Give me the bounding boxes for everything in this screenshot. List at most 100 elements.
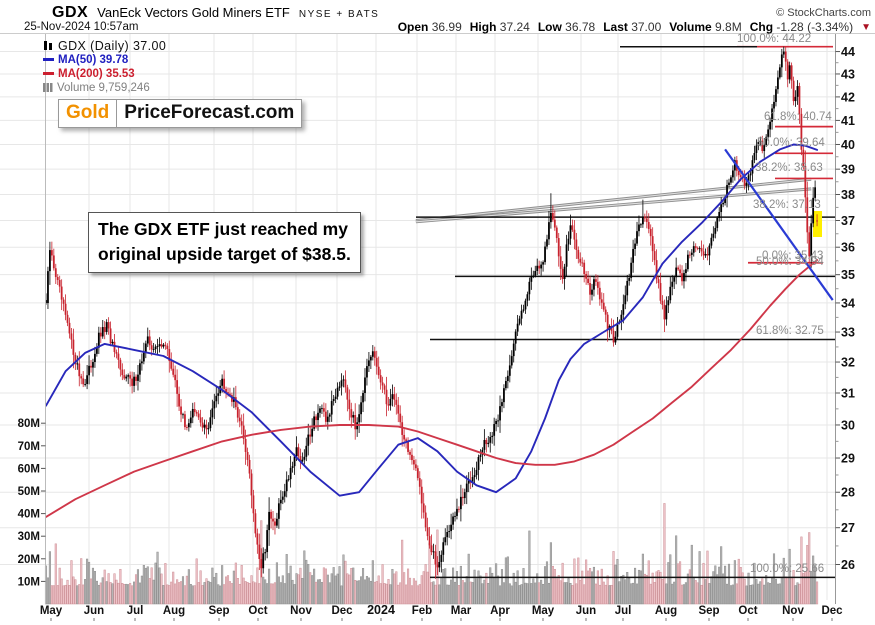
month-axis-label: 2024 (367, 603, 395, 617)
instrument-name: VanEck Vectors Gold Miners ETF (97, 5, 290, 20)
moving-averages (45, 143, 819, 518)
blue-trendline (724, 148, 834, 301)
month-axis-label: Dec (821, 605, 843, 617)
fib-level-label: 100.0%: 44.22 (737, 33, 811, 45)
exchange-label: NYSE + BATS (298, 9, 380, 20)
candlestick-icon (43, 40, 54, 51)
month-axis-label: Aug (655, 605, 677, 617)
goldpriceforecast-logo: Gold PriceForecast.com (58, 99, 303, 128)
legend-volume-row: Volume 9,759,246 (43, 81, 166, 94)
price-axis-label: 27 (841, 521, 855, 535)
legend-ma200-row: MA(200) 35.53 (43, 67, 166, 80)
month-axis-label: Dec (331, 605, 353, 617)
price-axis-label: 29 (841, 452, 855, 466)
quote-item-low: Low 36.78 (537, 20, 596, 34)
stockcharts-credit: © StockCharts.com (776, 7, 871, 19)
price-axis-label: 28 (841, 486, 855, 500)
price-axis-label: 35 (841, 268, 855, 282)
legend-series-row: GDX (Daily) 37.00 (43, 38, 167, 53)
fib-level-label: 61.8%: 32.75 (756, 325, 824, 337)
chart-legend: GDX (Daily) 37.00 MA(50) 39.78 MA(200) 3… (43, 39, 166, 94)
price-axis-label: 40 (841, 138, 855, 152)
month-axis-label: May (40, 605, 63, 617)
price-axis-label: 36 (841, 241, 855, 255)
month-axis-label: Jul (615, 605, 632, 617)
fibonacci-lines (416, 45, 835, 579)
month-axis-label: Nov (782, 605, 804, 617)
quote-datetime: 25-Nov-2024 10:57am (24, 21, 139, 33)
fib-level-label: 38.2%: 38.63 (755, 162, 823, 174)
ohlc-quote-bar: Open 36.99 High 37.24 Low 36.78 Last 37.00 V… (398, 20, 871, 34)
price-axis-label: 41 (841, 114, 855, 128)
ma200-line-icon (43, 72, 54, 75)
candlesticks (45, 46, 818, 579)
month-axis-label: Nov (290, 605, 312, 617)
volume-axis-label: 10M (18, 576, 40, 588)
volume-axis-label: 70M (18, 441, 40, 453)
legend-volume-label: Volume 9,759,246 (57, 81, 150, 94)
price-axis-label: 43 (841, 67, 855, 81)
ma50-line-icon (43, 58, 54, 61)
month-axis-label: Aug (163, 605, 185, 617)
price-axis-label: 38 (841, 188, 855, 202)
legend-series-label: GDX (Daily) 37.00 (58, 38, 167, 53)
month-axis-label: Oct (248, 605, 267, 617)
fib-level-label: 50.0%: 39.64 (757, 137, 825, 149)
legend-ma50-row: MA(50) 39.78 (43, 53, 166, 66)
quote-item-chg: Chg -1.28 (-3.34%) (749, 20, 854, 34)
volume-bars (44, 503, 819, 605)
legend-ma50-label: MA(50) 39.78 (58, 53, 129, 66)
annotation-callout: The GDX ETF just reached my original ups… (88, 212, 361, 273)
price-axis-label: 26 (841, 558, 855, 572)
fib-level-label: 0.0%: 35.43 (762, 250, 823, 262)
volume-axis-label: 40M (18, 509, 40, 521)
month-axis-label: Jul (127, 605, 144, 617)
fib-level-label: 61.8%: 40.74 (764, 111, 832, 123)
price-axis-label: 31 (841, 387, 855, 401)
annotation-line1: The GDX ETF just reached my (98, 219, 348, 239)
volume-bars-icon (43, 83, 53, 92)
month-axis-label: Sep (208, 605, 229, 617)
logo-priceforecast-text: PriceForecast.com (116, 99, 303, 128)
quote-item-last: Last 37.00 (603, 20, 662, 34)
page-title: GDX VanEck Vectors Gold Miners ETF NYSE … (52, 4, 379, 22)
price-axis-label: 34 (841, 296, 855, 310)
month-axis-label: Oct (738, 605, 757, 617)
price-axis-label: 42 (841, 90, 855, 104)
month-axis-label: Jun (84, 605, 104, 617)
price-axis-label: 37 (841, 214, 855, 228)
axes: 44 43 42 41 40 39 38 37 36 35 34 33 32 31 30 29 28 27 26 80… (18, 34, 855, 621)
month-axis-label: Mar (451, 605, 472, 617)
volume-axis-label: 80M (18, 418, 40, 430)
quote-item-high: High 37.24 (469, 20, 530, 34)
logo-gold-text: Gold (58, 99, 118, 128)
price-axis-label: 30 (841, 418, 855, 432)
fibonacci-labels: 100.0%: 44.22 61.8%: 40.74 50.0%: 39.64 38.… (737, 33, 832, 575)
volume-axis-label: 50M (18, 486, 40, 498)
month-axis-label: May (532, 605, 555, 617)
change-down-triangle-icon: ▼ (861, 21, 871, 33)
ticker-symbol: GDX (52, 4, 89, 21)
fib-level-label: 100.0%: 25.66 (750, 563, 824, 575)
volume-axis-label: 20M (18, 554, 40, 566)
month-axis-label: Jun (576, 605, 596, 617)
month-axis-label: Sep (698, 605, 719, 617)
quote-item-volume: Volume 9.8M (669, 20, 742, 34)
volume-axis-label: 60M (18, 463, 40, 475)
annotation-line2: original upside target of $38.5. (98, 244, 351, 264)
price-axis-label: 44 (841, 45, 855, 59)
fib-level-label: 50.0%: 34.94 (756, 256, 824, 268)
price-axis-label: 32 (841, 356, 855, 370)
month-axis-label: Apr (490, 605, 510, 617)
price-axis-label: 39 (841, 163, 855, 177)
price-axis-label: 33 (841, 326, 855, 340)
legend-ma200-label: MA(200) 35.53 (58, 67, 135, 80)
quote-item-open: Open 36.99 (397, 20, 462, 34)
fib-level-label: 38.2%: 37.13 (753, 199, 821, 211)
last-bar-highlight (813, 211, 822, 237)
gray-trendline (415, 177, 812, 224)
volume-axis-label: 30M (18, 531, 40, 543)
month-axis-label: Feb (412, 605, 432, 617)
